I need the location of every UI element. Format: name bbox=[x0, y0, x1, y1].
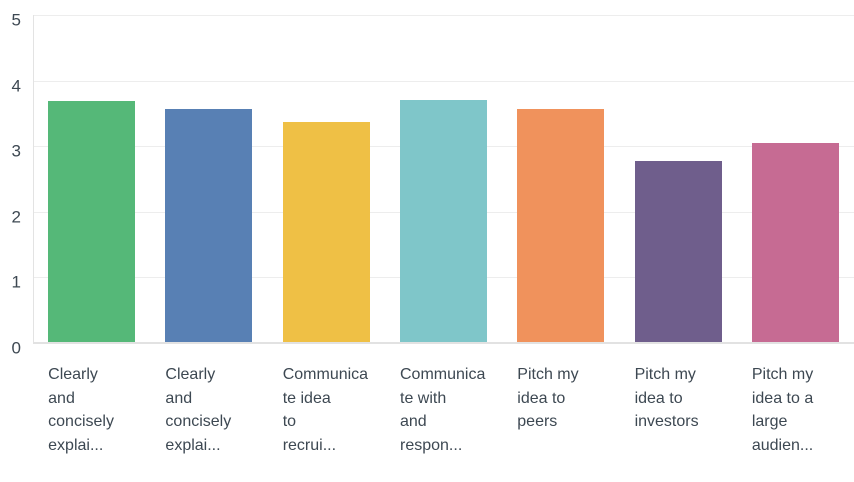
x-tick-label-line: to bbox=[282, 413, 297, 430]
x-tick-label-line: Communica bbox=[282, 366, 369, 383]
bar-5[interactable] bbox=[517, 108, 605, 343]
x-tick-label-line: Clearly bbox=[165, 366, 216, 383]
y-tick-label-5: 5 bbox=[11, 10, 21, 30]
y-tick-label-1: 1 bbox=[11, 272, 21, 292]
x-tick-label-2: Clearly and concisely explai... bbox=[165, 363, 271, 457]
x-tick-label-1: Clearly and concisely explai... bbox=[48, 363, 154, 457]
x-tick-label-line: and bbox=[400, 413, 427, 430]
y-tick-label-0: 0 bbox=[11, 338, 21, 358]
x-tick-label-line: Pitch my bbox=[751, 366, 814, 383]
x-tick-label-line: idea to a bbox=[751, 389, 814, 407]
x-tick-label-line: Clearly bbox=[48, 366, 98, 383]
x-tick-label-4: Communica te with and respon... bbox=[400, 363, 506, 457]
x-tick-label-line: peers bbox=[517, 413, 558, 430]
x-tick-label-line: explai... bbox=[48, 436, 104, 454]
x-tick-label-line: Pitch my bbox=[634, 366, 696, 383]
x-tick-label-line: concisely bbox=[165, 413, 232, 430]
x-tick-label-line: te with bbox=[400, 389, 447, 407]
y-tick-label-4: 4 bbox=[11, 76, 21, 96]
x-tick-label-line: concisely bbox=[48, 413, 114, 430]
y-axis-line bbox=[33, 15, 34, 343]
bar-3[interactable] bbox=[282, 121, 370, 343]
x-tick-label-line: explai... bbox=[165, 436, 221, 454]
x-tick-label-line: and bbox=[165, 389, 193, 407]
bar-4[interactable] bbox=[400, 100, 487, 343]
x-tick-label-line: large bbox=[751, 413, 788, 430]
bar-2[interactable] bbox=[165, 109, 253, 343]
bar-1[interactable] bbox=[48, 100, 136, 343]
gridline-y-4 bbox=[33, 80, 854, 82]
x-tick-label-3: Communica te idea to recrui... bbox=[283, 363, 389, 457]
y-tick-label-3: 3 bbox=[11, 141, 21, 161]
plot-area bbox=[33, 15, 854, 344]
x-axis-line bbox=[33, 342, 854, 344]
x-tick-label-line: idea to bbox=[517, 389, 566, 407]
x-tick-label-line: idea to bbox=[634, 389, 683, 407]
x-tick-label-line: respon... bbox=[400, 436, 463, 454]
x-tick-label-line: Pitch my bbox=[517, 366, 579, 383]
x-tick-label-line: investors bbox=[634, 413, 699, 430]
x-tick-label-line: te idea bbox=[282, 389, 331, 407]
x-tick-label-6: Pitch my idea to investors bbox=[635, 363, 741, 434]
x-tick-label-line: and bbox=[48, 389, 75, 407]
x-tick-label-7: Pitch my idea to a large audien... bbox=[752, 363, 854, 457]
y-tick-label-2: 2 bbox=[11, 207, 21, 227]
gridline-y-5 bbox=[33, 15, 854, 16]
bar-7[interactable] bbox=[751, 142, 839, 343]
x-tick-label-line: audien... bbox=[751, 436, 814, 454]
x-tick-label-5: Pitch my idea to peers bbox=[517, 363, 623, 434]
bar-6[interactable] bbox=[634, 161, 722, 343]
x-tick-label-line: Communica bbox=[400, 366, 486, 383]
x-tick-label-line: recrui... bbox=[282, 436, 337, 454]
